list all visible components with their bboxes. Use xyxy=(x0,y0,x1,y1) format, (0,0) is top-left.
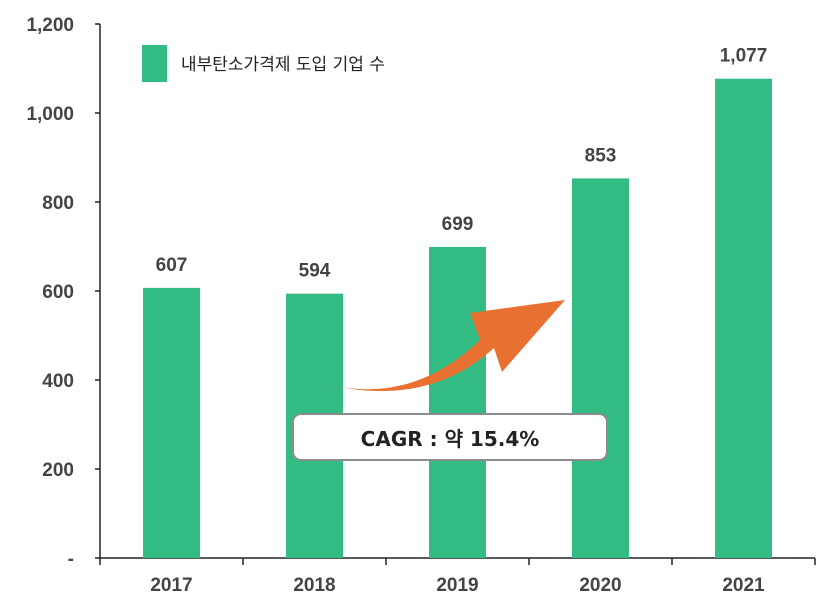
x-tick-label: 2021 xyxy=(722,575,765,596)
y-tick-label: 1,200 xyxy=(26,15,74,36)
bar xyxy=(715,78,772,559)
bar xyxy=(572,178,629,559)
legend-label: 내부탄소가격제 도입 기업 수 xyxy=(181,55,385,75)
axes: - 200 400 600 800 1,000 1,200 2017 2018 2019 2020 2… xyxy=(26,15,816,596)
y-tick-label: 800 xyxy=(42,193,74,214)
data-label: 607 xyxy=(156,255,188,276)
bar xyxy=(143,287,200,558)
y-tick-label: 600 xyxy=(42,282,74,303)
x-tick-label: 2020 xyxy=(579,575,621,596)
legend-swatch xyxy=(142,45,167,82)
data-label: 699 xyxy=(442,214,474,235)
bars xyxy=(143,78,772,559)
data-label: 594 xyxy=(299,261,331,282)
legend: 내부탄소가격제 도입 기업 수 xyxy=(142,45,385,82)
x-tick-label: 2018 xyxy=(293,575,335,596)
x-tick-label: 2019 xyxy=(436,575,478,596)
bar xyxy=(429,246,486,558)
y-tick-label: 200 xyxy=(42,460,74,481)
data-labels: 607 594 699 853 1,077 xyxy=(156,46,768,282)
cagr-annotation: CAGR : 약 15.4% xyxy=(292,413,608,461)
data-label: 853 xyxy=(585,145,617,166)
growth-arrow xyxy=(325,300,565,392)
y-tick-label: 1,000 xyxy=(26,104,74,125)
y-tick-label: 400 xyxy=(42,371,74,392)
data-label: 1,077 xyxy=(720,46,768,67)
x-tick-label: 2017 xyxy=(150,575,192,596)
y-tick-label: - xyxy=(68,549,74,570)
